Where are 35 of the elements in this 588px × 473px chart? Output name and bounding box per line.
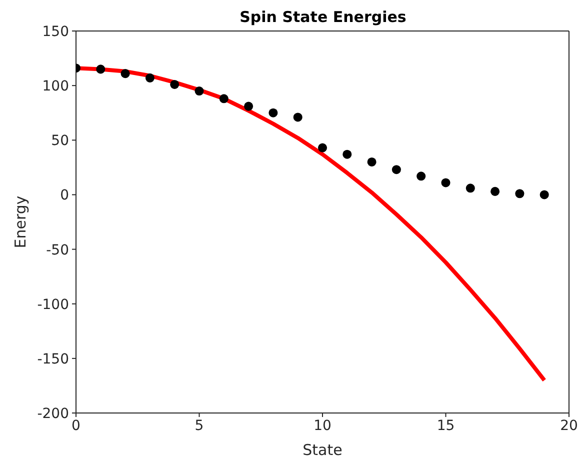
point bbox=[219, 94, 228, 104]
y-tick-label: -50 bbox=[46, 242, 69, 258]
x-axis-title: State bbox=[302, 441, 342, 459]
point bbox=[268, 108, 278, 118]
y-tick-label: -100 bbox=[37, 296, 69, 313]
point bbox=[145, 73, 154, 82]
point bbox=[466, 184, 475, 193]
chart-title: Spin State Energies bbox=[238, 8, 408, 26]
x-tick-label: 20 bbox=[560, 418, 578, 434]
x-tick-label: 15 bbox=[436, 418, 455, 434]
point bbox=[194, 86, 204, 96]
y-tick-label: 150 bbox=[42, 24, 69, 40]
y-tick-label: 0 bbox=[60, 188, 69, 204]
point bbox=[515, 189, 524, 198]
point bbox=[120, 69, 130, 78]
point bbox=[96, 64, 106, 74]
point bbox=[490, 186, 500, 196]
point bbox=[342, 150, 352, 159]
point bbox=[441, 178, 450, 188]
point bbox=[318, 143, 328, 152]
point bbox=[244, 102, 254, 111]
y-tick-label: 50 bbox=[51, 133, 69, 150]
point bbox=[392, 165, 401, 174]
y-tick-label: -150 bbox=[37, 351, 69, 368]
point bbox=[293, 112, 302, 122]
point bbox=[416, 172, 426, 181]
point bbox=[540, 190, 549, 200]
y-tick-label: -200 bbox=[37, 406, 69, 422]
x-tick-label: 10 bbox=[314, 418, 332, 434]
x-tick-label: 0 bbox=[72, 418, 80, 434]
y-axis-title: Energy bbox=[11, 196, 30, 248]
x-tick-label: 5 bbox=[194, 418, 204, 434]
point bbox=[170, 80, 180, 89]
y-tick-label: 100 bbox=[42, 78, 69, 95]
point bbox=[367, 157, 376, 166]
